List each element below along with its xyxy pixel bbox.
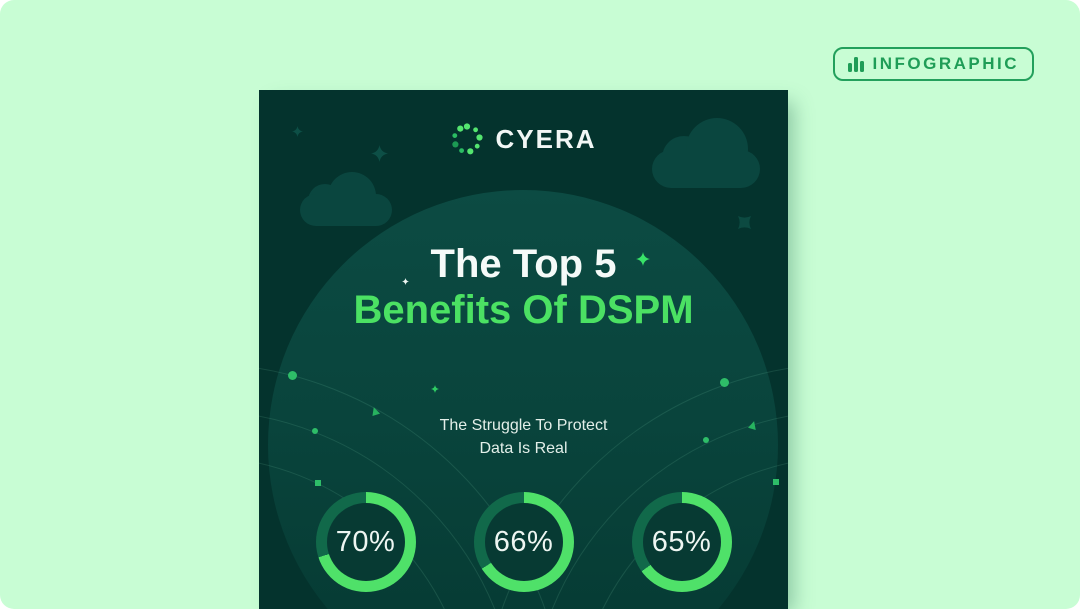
cloud-icon [652,118,760,188]
donut-chart: 65% [631,492,732,592]
subtitle-line-2: Data Is Real [479,440,568,457]
donut-value-label: 65% [651,525,712,558]
donut-chart: 70% [315,492,416,592]
cyera-dotted-ring-icon [452,123,484,155]
sparkle-icon [636,252,650,266]
infographic-badge: INFOGRAPHIC [832,47,1034,81]
title-line-2: Benefits Of DSPM [353,288,694,332]
sparkle-icon [292,126,303,137]
donut-hole: 65% [642,503,721,581]
bar-chart-icon [847,56,864,72]
square-marker [773,479,779,485]
section-subtitle: The Struggle To Protect Data Is Real [259,414,788,460]
sparkle-icon [402,278,409,285]
dot-marker [703,437,709,443]
infographic-card: CYERA The Top 5 Benefits Of DSPM The Str… [259,90,788,609]
square-marker [315,480,321,486]
donut-hole: 70% [326,503,405,581]
cloud-icon [300,172,392,226]
donut-value-label: 66% [493,525,554,558]
dot-marker [720,378,729,387]
brand-logo: CYERA [259,122,788,156]
sparkle-icon [371,145,388,162]
donut-chart-row: 70% 66% 65% [259,492,788,592]
sparkle-icon [431,385,439,393]
brand-name: CYERA [495,123,597,154]
subtitle-line-1: The Struggle To Protect [439,417,608,434]
hero-title: The Top 5 Benefits Of DSPM [259,241,788,333]
badge-label: INFOGRAPHIC [872,54,1019,73]
dot-marker [312,428,318,434]
donut-chart: 66% [473,492,574,592]
title-line-1: The Top 5 [430,242,617,286]
dot-marker [288,371,297,380]
donut-hole: 66% [484,503,563,581]
donut-value-label: 70% [335,525,396,558]
concave-diamond-icon [738,216,751,229]
